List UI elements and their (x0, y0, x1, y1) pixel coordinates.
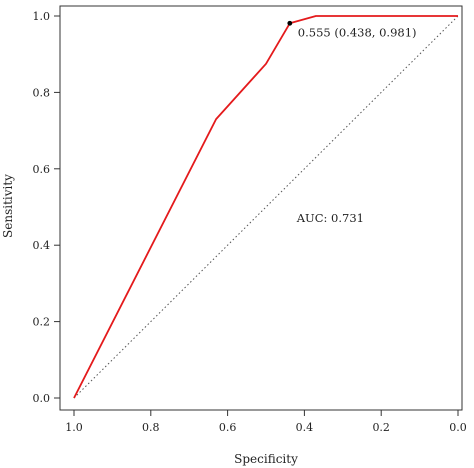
x-tick-label: 0.2 (372, 421, 390, 434)
best-threshold-label: 0.555 (0.438, 0.981) (298, 25, 417, 39)
y-tick-label: 0.8 (33, 86, 51, 99)
chart-marks (73, 15, 459, 399)
x-tick-label: 0.8 (142, 421, 160, 434)
x-tick-label: 1.0 (65, 421, 83, 434)
axes: 1.0 0.8 0.6 0.4 0.2 0.0 0.0 0.2 0.4 0.6 0.8 1.0 (33, 5, 467, 434)
reference-diagonal-line (73, 15, 459, 399)
x-tick-label: 0.6 (219, 421, 237, 434)
best-threshold-point (287, 20, 293, 26)
roc-curve-line (73, 15, 458, 399)
y-tick-label: 0.2 (33, 316, 51, 329)
x-tick-label: 0.4 (296, 421, 314, 434)
x-tick-label: 0.0 (449, 421, 467, 434)
y-tick-label: 0.4 (33, 239, 51, 252)
x-axis-title: Specificity (234, 452, 298, 466)
y-tick-label: 1.0 (33, 10, 51, 23)
plot-frame (59, 5, 463, 411)
y-tick-label: 0.0 (33, 392, 51, 405)
y-axis-title: Sensitivity (1, 174, 15, 238)
auc-label: AUC: 0.731 (296, 211, 364, 225)
y-tick-label: 0.6 (33, 163, 51, 176)
